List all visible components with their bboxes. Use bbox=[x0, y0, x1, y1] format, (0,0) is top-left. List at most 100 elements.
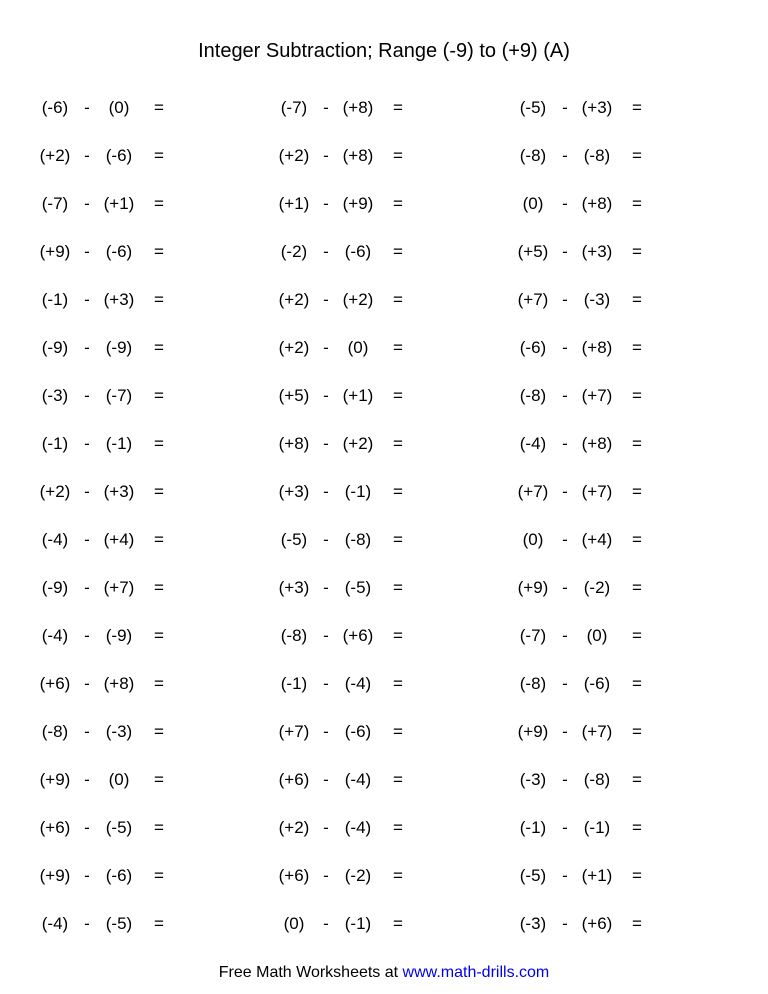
problem-row: (-3)-(-7)=(+5)-(+1)=(-8)-(+7)= bbox=[35, 386, 733, 406]
minus-sign: - bbox=[75, 578, 99, 598]
operand-right: (+7) bbox=[577, 482, 617, 502]
equals-sign: = bbox=[625, 578, 649, 598]
equals-sign: = bbox=[386, 578, 410, 598]
minus-sign: - bbox=[553, 530, 577, 550]
problem: (+2)-(0)= bbox=[274, 338, 494, 358]
problem: (+9)-(-6)= bbox=[35, 866, 255, 886]
operand-right: (-1) bbox=[99, 434, 139, 454]
minus-sign: - bbox=[553, 434, 577, 454]
equals-sign: = bbox=[625, 434, 649, 454]
minus-sign: - bbox=[553, 818, 577, 838]
equals-sign: = bbox=[386, 914, 410, 934]
minus-sign: - bbox=[553, 866, 577, 886]
minus-sign: - bbox=[75, 866, 99, 886]
problem: (-3)-(+6)= bbox=[513, 914, 733, 934]
operand-left: (+9) bbox=[513, 578, 553, 598]
equals-sign: = bbox=[625, 482, 649, 502]
operand-right: (-8) bbox=[577, 770, 617, 790]
operand-left: (-2) bbox=[274, 242, 314, 262]
operand-right: (+8) bbox=[338, 98, 378, 118]
equals-sign: = bbox=[147, 578, 171, 598]
operand-left: (+8) bbox=[274, 434, 314, 454]
minus-sign: - bbox=[553, 914, 577, 934]
equals-sign: = bbox=[386, 242, 410, 262]
minus-sign: - bbox=[75, 146, 99, 166]
minus-sign: - bbox=[553, 674, 577, 694]
operand-right: (-7) bbox=[99, 386, 139, 406]
equals-sign: = bbox=[625, 338, 649, 358]
minus-sign: - bbox=[314, 194, 338, 214]
problem: (+3)-(-5)= bbox=[274, 578, 494, 598]
equals-sign: = bbox=[625, 626, 649, 646]
equals-sign: = bbox=[625, 242, 649, 262]
operand-right: (+6) bbox=[577, 914, 617, 934]
equals-sign: = bbox=[625, 866, 649, 886]
problem: (+7)-(-3)= bbox=[513, 290, 733, 310]
equals-sign: = bbox=[147, 866, 171, 886]
minus-sign: - bbox=[314, 434, 338, 454]
operand-right: (-5) bbox=[99, 818, 139, 838]
operand-right: (+4) bbox=[99, 530, 139, 550]
minus-sign: - bbox=[75, 242, 99, 262]
equals-sign: = bbox=[147, 674, 171, 694]
problem: (0)-(+8)= bbox=[513, 194, 733, 214]
problem: (+2)-(-6)= bbox=[35, 146, 255, 166]
operand-left: (+9) bbox=[35, 242, 75, 262]
operand-left: (+2) bbox=[274, 338, 314, 358]
problem-row: (+9)-(-6)=(+6)-(-2)=(-5)-(+1)= bbox=[35, 866, 733, 886]
equals-sign: = bbox=[147, 386, 171, 406]
equals-sign: = bbox=[625, 146, 649, 166]
operand-right: (+8) bbox=[338, 146, 378, 166]
footer-link[interactable]: www.math-drills.com bbox=[403, 964, 550, 981]
minus-sign: - bbox=[314, 98, 338, 118]
operand-left: (+1) bbox=[274, 194, 314, 214]
problem: (-6)-(+8)= bbox=[513, 338, 733, 358]
equals-sign: = bbox=[386, 434, 410, 454]
problem-row: (-4)-(-9)=(-8)-(+6)=(-7)-(0)= bbox=[35, 626, 733, 646]
operand-right: (-6) bbox=[99, 242, 139, 262]
operand-left: (-8) bbox=[35, 722, 75, 742]
problem: (-7)-(0)= bbox=[513, 626, 733, 646]
minus-sign: - bbox=[314, 626, 338, 646]
problem: (-8)-(-6)= bbox=[513, 674, 733, 694]
problem-row: (-7)-(+1)=(+1)-(+9)=(0)-(+8)= bbox=[35, 194, 733, 214]
minus-sign: - bbox=[553, 770, 577, 790]
operand-left: (-7) bbox=[35, 194, 75, 214]
operand-right: (-6) bbox=[338, 242, 378, 262]
minus-sign: - bbox=[75, 722, 99, 742]
problem-row: (-6)-(0)=(-7)-(+8)=(-5)-(+3)= bbox=[35, 98, 733, 118]
operand-right: (+2) bbox=[338, 290, 378, 310]
operand-left: (+9) bbox=[513, 722, 553, 742]
problem: (+8)-(+2)= bbox=[274, 434, 494, 454]
operand-right: (-1) bbox=[338, 914, 378, 934]
minus-sign: - bbox=[75, 98, 99, 118]
problem-row: (+9)-(-6)=(-2)-(-6)=(+5)-(+3)= bbox=[35, 242, 733, 262]
operand-left: (-8) bbox=[513, 146, 553, 166]
equals-sign: = bbox=[147, 146, 171, 166]
operand-left: (+2) bbox=[274, 146, 314, 166]
operand-left: (-5) bbox=[513, 98, 553, 118]
minus-sign: - bbox=[75, 674, 99, 694]
equals-sign: = bbox=[147, 722, 171, 742]
problem-row: (-4)-(-5)=(0)-(-1)=(-3)-(+6)= bbox=[35, 914, 733, 934]
problem: (+6)-(-4)= bbox=[274, 770, 494, 790]
minus-sign: - bbox=[314, 386, 338, 406]
problem: (-3)-(-7)= bbox=[35, 386, 255, 406]
equals-sign: = bbox=[147, 290, 171, 310]
operand-right: (-2) bbox=[577, 578, 617, 598]
problem: (-3)-(-8)= bbox=[513, 770, 733, 790]
equals-sign: = bbox=[625, 818, 649, 838]
equals-sign: = bbox=[147, 434, 171, 454]
operand-right: (-5) bbox=[99, 914, 139, 934]
operand-left: (-1) bbox=[35, 434, 75, 454]
minus-sign: - bbox=[314, 674, 338, 694]
minus-sign: - bbox=[314, 482, 338, 502]
operand-left: (-3) bbox=[35, 386, 75, 406]
equals-sign: = bbox=[386, 98, 410, 118]
problem: (0)-(-1)= bbox=[274, 914, 494, 934]
operand-left: (-1) bbox=[513, 818, 553, 838]
operand-right: (-4) bbox=[338, 770, 378, 790]
equals-sign: = bbox=[147, 818, 171, 838]
operand-left: (-5) bbox=[274, 530, 314, 550]
operand-left: (-4) bbox=[35, 530, 75, 550]
